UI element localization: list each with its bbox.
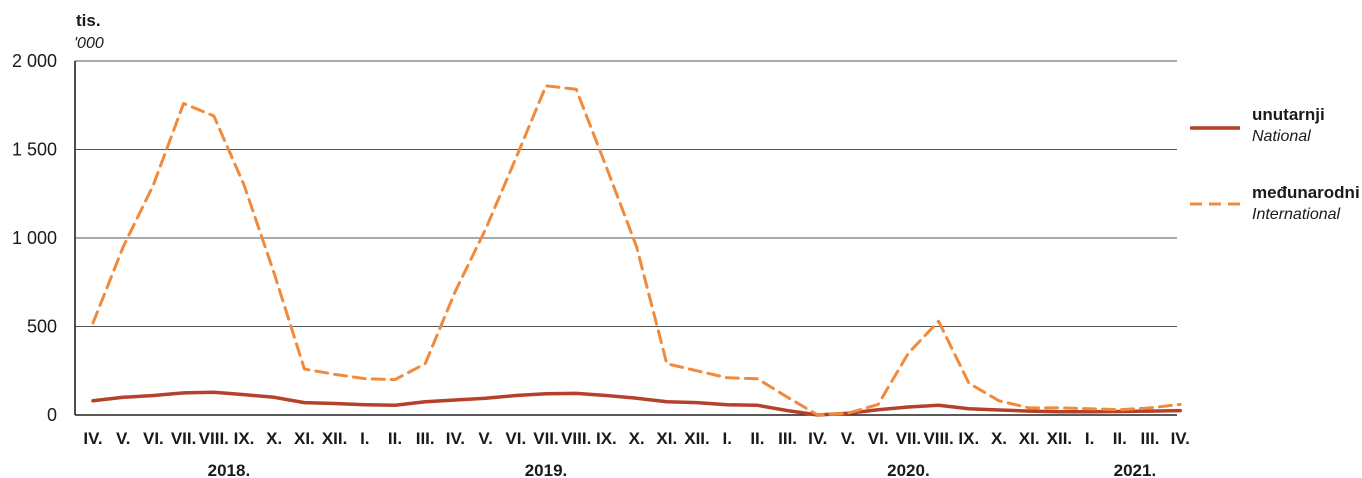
y-tick-label: 1 000 [12, 228, 57, 248]
x-tick-label: XI. [1019, 429, 1040, 448]
x-tick-label: III. [1141, 429, 1160, 448]
x-tick-label: VIII. [561, 429, 591, 448]
x-tick-label: IX. [234, 429, 255, 448]
legend-label-international: međunarodni [1252, 183, 1360, 202]
legend-label-national-en: National [1252, 128, 1311, 145]
x-tick-label: XI. [656, 429, 677, 448]
x-tick-label: I. [722, 429, 731, 448]
x-axis-ticks: IV. V. VI. VII. VIII. IX. X. XI. XII. I. II. III. IV… [83, 429, 1189, 448]
x-tick-label: X. [629, 429, 645, 448]
x-axis-years: 2018. 2019. 2020. 2021. [208, 461, 1157, 478]
x-tick-label: III. [778, 429, 797, 448]
x-tick-label: VI. [505, 429, 526, 448]
x-tick-label: XII. [322, 429, 348, 448]
x-tick-label: I. [360, 429, 369, 448]
y-tick-label: 1 500 [12, 140, 57, 160]
x-tick-label: II. [388, 429, 402, 448]
year-label: 2018. [208, 461, 251, 478]
x-tick-label: VII. [896, 429, 922, 448]
x-tick-label: VIII. [923, 429, 953, 448]
year-label: 2019. [525, 461, 568, 478]
x-tick-label: VIII. [199, 429, 229, 448]
x-tick-label: VII. [171, 429, 197, 448]
series-line-international [91, 84, 1182, 417]
x-tick-label: XII. [684, 429, 710, 448]
series-line-national [91, 390, 1182, 417]
legend: unutarnji National međunarodni Internati… [1190, 105, 1360, 223]
x-tick-label: VI. [868, 429, 889, 448]
x-tick-label: V. [478, 429, 493, 448]
legend-label-international-en: International [1252, 206, 1341, 223]
x-tick-label: XII. [1047, 429, 1073, 448]
x-tick-label: II. [1113, 429, 1127, 448]
x-tick-label: IX. [958, 429, 979, 448]
year-label: 2021. [1114, 461, 1157, 478]
x-tick-label: VII. [533, 429, 559, 448]
y-tick-label: 500 [27, 317, 57, 337]
x-tick-label: IV. [1171, 429, 1190, 448]
x-tick-label: IV. [808, 429, 827, 448]
x-tick-label: X. [266, 429, 282, 448]
x-tick-label: IV. [446, 429, 465, 448]
x-tick-label: II. [750, 429, 764, 448]
y-tick-label: 0 [47, 405, 57, 425]
grid [74, 60, 1177, 416]
x-tick-label: IV. [83, 429, 102, 448]
x-tick-label: III. [416, 429, 435, 448]
x-tick-label: I. [1085, 429, 1094, 448]
x-tick-label: IX. [596, 429, 617, 448]
y-unit-label-en: '000 [74, 35, 104, 52]
y-axis-ticks: 2 000 1 500 1 000 500 0 [12, 51, 57, 425]
series-group [91, 84, 1182, 417]
x-tick-label: V. [116, 429, 131, 448]
x-tick-label: V. [841, 429, 856, 448]
x-tick-label: XI. [294, 429, 315, 448]
x-tick-label: X. [991, 429, 1007, 448]
year-label: 2020. [887, 461, 930, 478]
legend-label-national: unutarnji [1252, 105, 1325, 124]
x-tick-label: VI. [143, 429, 164, 448]
y-tick-label: 2 000 [12, 51, 57, 71]
y-unit-label: tis. [76, 11, 101, 30]
